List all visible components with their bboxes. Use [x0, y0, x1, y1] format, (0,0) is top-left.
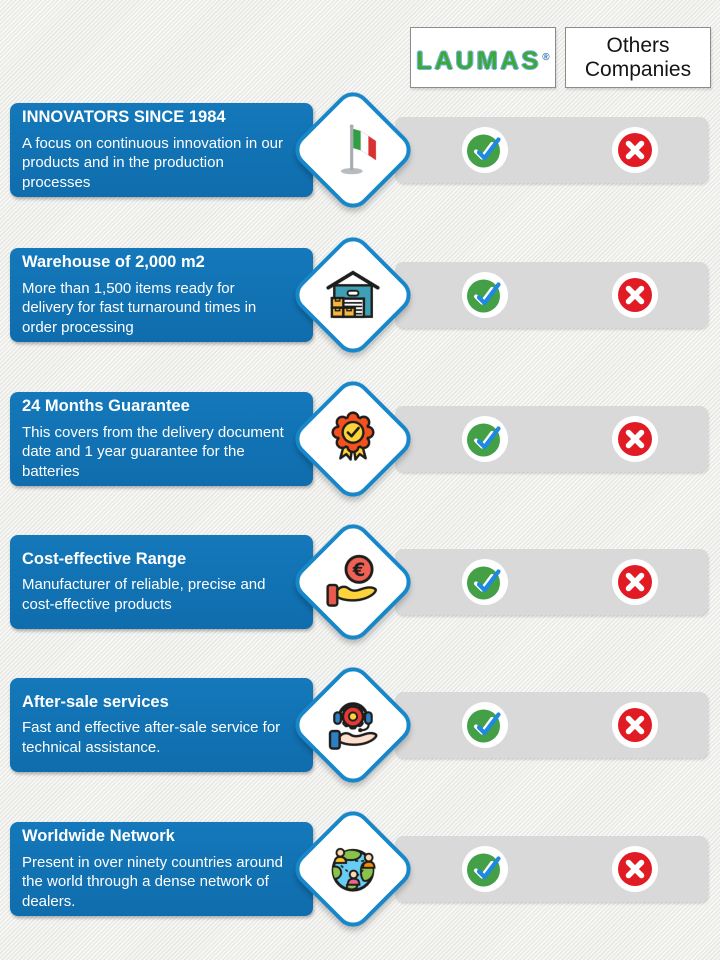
others-cross-icon	[612, 846, 658, 892]
feature-diamond	[287, 84, 419, 216]
feature-diamond	[287, 659, 419, 791]
comparison-bar	[395, 549, 708, 615]
comparison-bar	[395, 836, 708, 902]
laumas-check-icon	[462, 127, 508, 173]
feature-row-guarantee: 24 Months Guarantee This covers from the…	[0, 373, 720, 505]
feature-diamond	[287, 373, 419, 505]
feature-row-innovators: INNOVATORS SINCE 1984 A focus on continu…	[0, 84, 720, 216]
feature-description: Fast and effective after-sale service fo…	[22, 719, 281, 756]
others-cross-icon	[612, 416, 658, 462]
others-cross-icon	[612, 702, 658, 748]
feature-title: Cost-effective Range	[22, 549, 187, 568]
comparison-bar	[395, 692, 708, 758]
guarantee-medal-icon	[311, 397, 395, 481]
feature-diamond: €	[287, 516, 419, 648]
feature-diamond	[287, 229, 419, 361]
feature-row-after-sale: After-sale services Fast and effective a…	[0, 659, 720, 791]
others-cross-icon	[612, 559, 658, 605]
feature-title: INNOVATORS SINCE 1984	[22, 107, 226, 126]
feature-banner: Cost-effective Range Manufacturer of rel…	[10, 535, 313, 629]
feature-description: Manufacturer of reliable, precise and co…	[22, 576, 266, 613]
warehouse-icon	[311, 253, 395, 337]
feature-banner: INNOVATORS SINCE 1984 A focus on continu…	[10, 103, 313, 197]
comparison-bar	[395, 406, 708, 472]
laumas-check-icon	[462, 559, 508, 605]
feature-row-warehouse: Warehouse of 2,000 m2 More than 1,500 it…	[0, 229, 720, 361]
feature-row-worldwide: Worldwide Network Present in over ninety…	[0, 803, 720, 935]
feature-title: 24 Months Guarantee	[22, 396, 190, 415]
euro-hand-icon: €	[311, 540, 395, 624]
laumas-check-icon	[462, 272, 508, 318]
others-cross-icon	[612, 272, 658, 318]
feature-description: A focus on continuous innovation in our …	[22, 134, 284, 191]
registered-trademark-symbol: ®	[542, 51, 550, 63]
laumas-check-icon	[462, 846, 508, 892]
feature-title: Warehouse of 2,000 m2	[22, 252, 205, 271]
comparison-bar	[395, 262, 708, 328]
feature-description: More than 1,500 items ready for delivery…	[22, 279, 257, 336]
feature-title: After-sale services	[22, 692, 169, 711]
laumas-logo-text: LAUMAS	[416, 47, 542, 75]
italian-flag-icon	[311, 108, 395, 192]
feature-banner: 24 Months Guarantee This covers from the…	[10, 392, 313, 486]
feature-banner: Worldwide Network Present in over ninety…	[10, 822, 313, 916]
laumas-check-icon	[462, 416, 508, 462]
feature-row-cost-effective: Cost-effective Range Manufacturer of rel…	[0, 516, 720, 648]
feature-description: Present in over ninety countries around …	[22, 853, 283, 910]
comparison-bar	[395, 117, 708, 183]
others-companies-box: Others Companies	[565, 27, 711, 88]
laumas-check-icon	[462, 702, 508, 748]
support-headset-icon	[311, 683, 395, 767]
feature-title: Worldwide Network	[22, 826, 175, 845]
feature-diamond	[287, 803, 419, 935]
feature-description: This covers from the delivery document d…	[22, 423, 284, 480]
svg-text:€: €	[352, 560, 366, 581]
feature-banner: After-sale services Fast and effective a…	[10, 678, 313, 772]
worldwide-globe-icon	[311, 827, 395, 911]
laumas-logo: LAUMAS®	[416, 39, 549, 76]
others-cross-icon	[612, 127, 658, 173]
laumas-logo-box: LAUMAS®	[410, 27, 556, 88]
feature-banner: Warehouse of 2,000 m2 More than 1,500 it…	[10, 248, 313, 342]
others-companies-label: Others Companies	[584, 33, 692, 81]
